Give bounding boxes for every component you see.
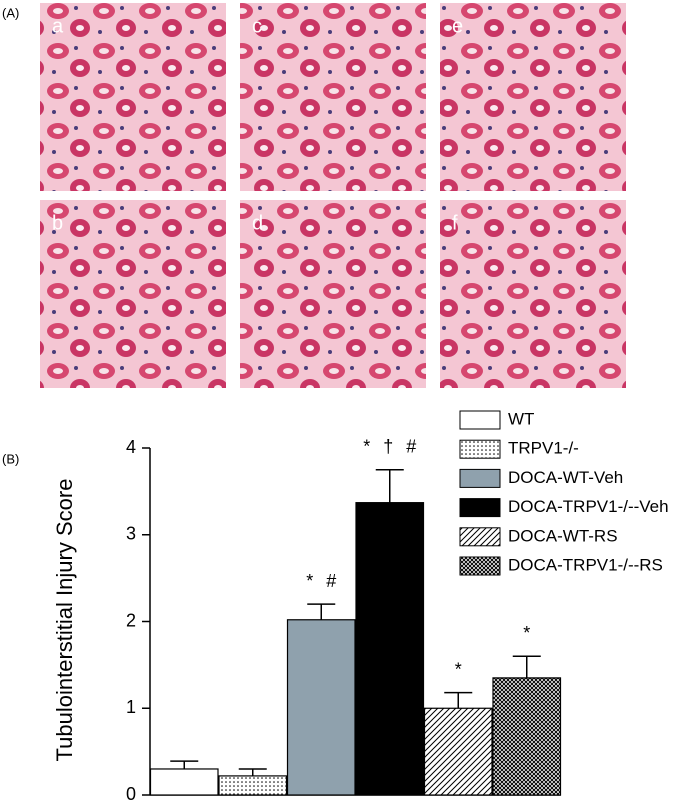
legend-swatch [459, 498, 501, 518]
image-letter: c [252, 15, 262, 37]
legend-label: DOCA-WT-RS [508, 526, 618, 545]
panel-label: (B) [2, 451, 19, 466]
panel-label: (A) [2, 5, 19, 20]
micrograph [440, 200, 626, 388]
micrograph-grid: a c e b d f [40, 3, 626, 388]
micrograph [240, 200, 426, 388]
legend-swatch [459, 556, 501, 576]
legend-swatch [459, 410, 501, 430]
legend-label: DOCA-TRPV1-/--Veh [508, 497, 669, 516]
significance-label: * [455, 659, 462, 679]
legend-label: WT [508, 409, 534, 428]
image-letter: b [52, 212, 63, 234]
bar [492, 677, 562, 796]
image-letter: f [452, 212, 458, 234]
legend-swatch [459, 468, 501, 488]
bar [286, 619, 356, 796]
bar [423, 707, 493, 796]
legend-label: DOCA-WT-Veh [508, 468, 623, 487]
legend-swatch [459, 439, 501, 459]
micrograph [40, 3, 226, 191]
legend-label: TRPV1-/- [508, 439, 579, 458]
y-tick-label: 2 [126, 610, 136, 630]
micrograph [240, 3, 426, 191]
y-tick-label: 4 [126, 437, 136, 457]
y-tick-label: 1 [126, 697, 136, 717]
micrograph [440, 3, 626, 191]
significance-label: * # [306, 571, 336, 591]
y-tick-label: 0 [126, 784, 136, 804]
legend-label: DOCA-TRPV1-/--RS [508, 555, 663, 574]
legend-swatch [459, 527, 501, 547]
significance-label: * † # [363, 436, 416, 456]
image-letter: e [452, 15, 463, 37]
micrograph [40, 200, 226, 388]
bar [355, 502, 425, 796]
image-letter: a [52, 15, 64, 37]
image-letter: d [252, 212, 263, 234]
bar [149, 768, 219, 796]
y-axis-label: Tubulointerstitial Injury Score [52, 479, 77, 762]
y-tick-label: 3 [126, 524, 136, 544]
significance-label: * [523, 623, 530, 643]
bar [218, 775, 288, 796]
